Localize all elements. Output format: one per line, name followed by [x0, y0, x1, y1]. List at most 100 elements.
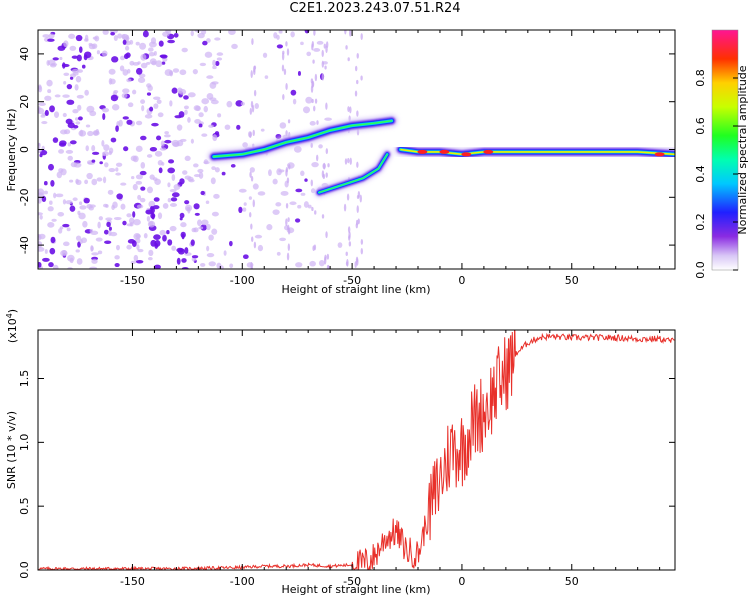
- noise-dot: [48, 33, 55, 39]
- noise-streak-dot: [325, 231, 328, 239]
- noise-dot: [149, 106, 154, 112]
- noise-dot: [54, 94, 61, 98]
- noise-dot: [297, 204, 302, 209]
- ridge-hotspot: [417, 149, 428, 154]
- noise-dot: [164, 139, 172, 144]
- noise-dot: [190, 30, 194, 37]
- noise-dot: [138, 73, 146, 78]
- noise-streak-dot: [250, 175, 254, 182]
- noise-dot: [181, 258, 187, 263]
- noise-dot: [300, 192, 306, 196]
- noise-dot: [212, 65, 217, 70]
- snr-y-ticks: 0.0 0.5 1.0 1.5: [18, 370, 675, 579]
- spectrogram-y-tick-label: -40: [18, 236, 31, 254]
- noise-streak-dot: [356, 205, 359, 214]
- noise-dot: [72, 108, 79, 114]
- noise-dot: [278, 30, 283, 34]
- noise-dot: [52, 57, 59, 61]
- noise-dot: [149, 147, 158, 152]
- noise-dot: [74, 117, 79, 121]
- noise-dot: [68, 33, 76, 39]
- noise-dot: [221, 171, 226, 176]
- snr-scale-note: (x104): [5, 309, 19, 343]
- noise-dot: [148, 249, 154, 257]
- noise-dot: [275, 202, 282, 207]
- noise-streak-dot: [249, 107, 253, 115]
- noise-dot: [85, 145, 89, 152]
- noise-dot: [146, 61, 151, 65]
- noise-dot: [318, 259, 325, 267]
- noise-dot: [303, 201, 309, 208]
- noise-dot: [38, 102, 46, 107]
- noise-dot: [205, 200, 210, 205]
- noise-streak-dot: [285, 130, 288, 136]
- noise-dot: [309, 260, 316, 267]
- noise-dot: [72, 197, 78, 202]
- noise-dot: [132, 89, 137, 95]
- noise-dot: [176, 247, 184, 253]
- noise-streak-dot: [287, 119, 291, 124]
- noise-dot: [84, 89, 89, 96]
- noise-dot: [184, 204, 193, 212]
- noise-dot: [171, 192, 180, 198]
- noise-dot: [113, 35, 118, 42]
- noise-dot: [200, 190, 205, 196]
- noise-dot: [206, 253, 215, 258]
- noise-dot: [197, 168, 204, 173]
- noise-dot: [59, 56, 63, 61]
- noise-dot: [69, 140, 77, 145]
- noise-dot: [297, 71, 301, 76]
- noise-dot: [240, 101, 245, 106]
- snr-x-tick-label: -150: [120, 575, 145, 588]
- noise-dot: [108, 150, 112, 156]
- noise-dot: [236, 124, 241, 130]
- noise-dot: [190, 239, 195, 246]
- noise-streak-dot: [360, 33, 363, 40]
- noise-dot: [110, 94, 119, 102]
- noise-streak-dot: [324, 254, 327, 261]
- noise-dot: [148, 200, 156, 208]
- noise-dot: [305, 96, 313, 104]
- ridge-layer: [207, 114, 675, 198]
- noise-dot: [121, 93, 128, 99]
- noise-streak-dot: [347, 226, 351, 234]
- noise-dot: [97, 250, 103, 255]
- noise-dot: [58, 149, 65, 154]
- snr-frame: [37, 329, 676, 571]
- noise-dot: [108, 68, 116, 75]
- noise-dot: [184, 155, 191, 161]
- noise-dot: [121, 34, 126, 39]
- colorbar-tick-label: 0.6: [694, 117, 707, 135]
- noise-dot: [276, 34, 280, 40]
- noise-streak-dot: [322, 173, 326, 180]
- noise-streak-dot: [253, 241, 257, 249]
- noise-dot: [140, 62, 148, 69]
- noise-dot: [187, 176, 194, 182]
- noise-dot: [279, 237, 287, 242]
- noise-dot: [76, 69, 83, 73]
- noise-streak-dot: [348, 241, 352, 247]
- noise-dot: [229, 240, 233, 247]
- noise-dot: [79, 46, 83, 54]
- noise-dot: [179, 69, 187, 76]
- noise-dot: [201, 133, 208, 137]
- noise-streak-dot: [312, 245, 315, 252]
- noise-dot: [262, 52, 268, 58]
- ridge-line: [318, 153, 388, 194]
- noise-streak-dot: [356, 52, 359, 59]
- noise-dot: [242, 142, 248, 148]
- noise-dot: [201, 98, 210, 105]
- noise-dot: [47, 89, 52, 94]
- noise-streak-dot: [356, 161, 359, 168]
- noise-dot: [157, 112, 164, 118]
- noise-dot: [242, 254, 249, 260]
- noise-dot: [135, 41, 140, 46]
- noise-dot: [158, 167, 163, 174]
- ridge-core: [400, 148, 675, 156]
- noise-dot: [137, 248, 144, 253]
- noise-streak-dot: [251, 38, 254, 46]
- spectrogram-x-tick-label: 50: [565, 274, 579, 287]
- noise-dot: [228, 30, 236, 35]
- noise-dot: [187, 92, 196, 98]
